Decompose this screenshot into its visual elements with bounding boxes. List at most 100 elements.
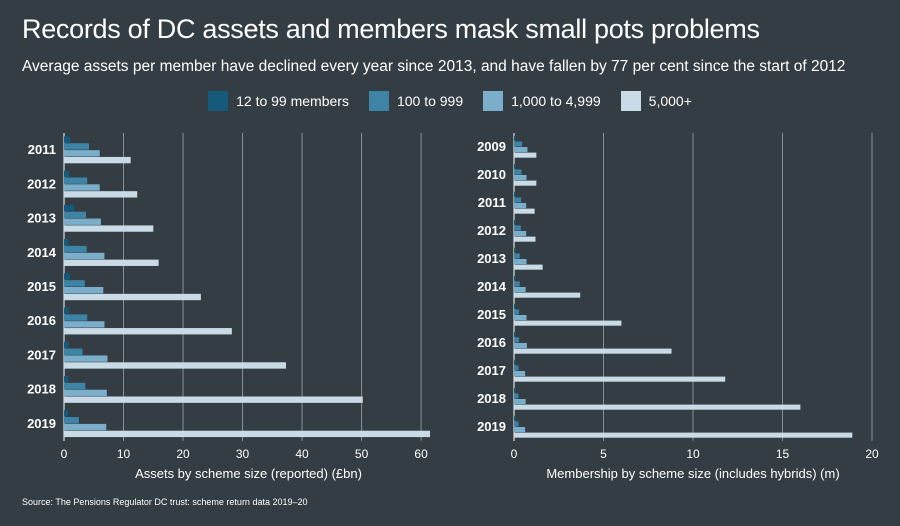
bar-assets-2017-s3 (64, 362, 286, 369)
bar-members-2017-s0 (514, 359, 516, 365)
bar-assets-2012-s1 (64, 177, 88, 184)
category-label: 2018 (27, 382, 56, 397)
bar-members-2013-s1 (514, 253, 520, 259)
category-label: 2017 (477, 363, 506, 378)
category-label: 2010 (477, 167, 506, 182)
x-axis-label: Membership by scheme size (includes hybr… (546, 466, 839, 481)
bar-assets-2018-s1 (64, 382, 86, 390)
category-label: 2012 (477, 223, 506, 238)
bar-assets-2014-s0 (64, 239, 69, 246)
bar-members-2012-s2 (514, 231, 527, 237)
bar-members-2009-s2 (514, 147, 528, 153)
bar-members-2010-s3 (514, 180, 537, 186)
bar-members-2013-s3 (514, 264, 543, 270)
legend-swatch (483, 91, 504, 111)
bar-assets-2018-s3 (64, 396, 363, 403)
chart-subtitle: Average assets per member have declined … (22, 58, 846, 75)
bar-members-2012-s0 (514, 219, 516, 225)
bar-assets-2013-s1 (64, 211, 87, 219)
category-label: 2011 (28, 142, 56, 157)
bar-assets-2016-s0 (64, 307, 69, 314)
legend-item-12-99: 12 to 99 members (208, 91, 349, 111)
category-label: 2011 (478, 195, 506, 210)
category-label: 2016 (27, 313, 56, 328)
x-tick-label: 60 (414, 447, 428, 461)
bar-assets-2011-s1 (64, 143, 89, 150)
x-tick-label: 0 (61, 447, 68, 461)
category-label: 2015 (27, 279, 56, 294)
bar-members-2015-s3 (514, 320, 622, 326)
bar-assets-2012-s0 (64, 170, 70, 177)
bar-members-2011-s1 (514, 197, 522, 203)
bar-assets-2011-s3 (64, 156, 131, 164)
bar-members-2009-s1 (514, 141, 523, 147)
bar-members-2019-s3 (514, 432, 853, 438)
legend-label: 5,000+ (648, 93, 692, 109)
bar-assets-2014-s1 (64, 245, 87, 253)
bar-members-2010-s0 (514, 163, 516, 169)
bar-members-2009-s3 (514, 152, 537, 158)
x-tick-label: 10 (117, 447, 131, 461)
bar-members-2012-s1 (514, 225, 521, 231)
bar-assets-2018-s2 (64, 389, 107, 397)
legend-swatch (620, 91, 641, 111)
x-axis-label: Assets by scheme size (reported) (£bn) (135, 466, 362, 481)
category-label: 2012 (27, 176, 56, 191)
x-tick-label: 40 (295, 447, 309, 461)
category-label: 2013 (27, 211, 56, 226)
bar-members-2015-s0 (514, 303, 516, 309)
bar-members-2018-s0 (514, 387, 516, 393)
bar-members-2011-s3 (514, 208, 535, 214)
bar-members-2018-s2 (514, 399, 526, 405)
bar-members-2014-s2 (514, 287, 526, 293)
x-tick-label: 15 (776, 447, 790, 461)
x-tick-label: 30 (236, 447, 250, 461)
bar-members-2018-s1 (514, 393, 519, 399)
bar-members-2016-s1 (514, 337, 520, 343)
category-label: 2014 (27, 245, 57, 260)
bar-assets-2017-s1 (64, 348, 83, 355)
x-tick-label: 0 (511, 447, 518, 461)
category-label: 2017 (27, 347, 56, 362)
bar-assets-2015-s0 (64, 273, 70, 280)
x-tick-label: 20 (865, 447, 879, 461)
bar-assets-2017-s0 (64, 341, 69, 349)
bar-assets-2013-s2 (64, 218, 101, 225)
legend-item-1000-4999: 1,000 to 4,999 (483, 91, 601, 111)
bar-members-2010-s1 (514, 169, 522, 175)
bar-assets-2019-s3 (64, 430, 431, 438)
bar-members-2015-s1 (514, 309, 520, 315)
bar-members-2019-s1 (514, 421, 519, 427)
bar-members-2010-s2 (514, 175, 527, 181)
x-tick-label: 5 (600, 447, 607, 461)
bar-members-2014-s0 (514, 275, 516, 281)
bar-assets-2017-s2 (64, 355, 108, 362)
bar-members-2017-s2 (514, 371, 526, 377)
legend-label: 1,000 to 4,999 (511, 93, 601, 109)
legend-item-100-999: 100 to 999 (368, 91, 464, 111)
bar-members-2017-s1 (514, 365, 519, 371)
bar-assets-2012-s3 (64, 191, 138, 198)
bar-assets-2018-s0 (64, 375, 69, 383)
bar-members-2014-s1 (514, 281, 520, 287)
x-tick-label: 20 (176, 447, 190, 461)
bar-members-2018-s3 (514, 404, 801, 410)
bar-members-2011-s0 (514, 191, 516, 197)
bar-assets-2016-s1 (64, 314, 88, 321)
x-tick-label: 50 (355, 447, 369, 461)
bar-assets-2013-s0 (64, 204, 75, 212)
category-label: 2019 (477, 419, 506, 434)
bar-assets-2012-s2 (64, 184, 100, 191)
legend-label: 100 to 999 (396, 93, 464, 109)
bar-assets-2015-s1 (64, 280, 85, 287)
bar-members-2017-s3 (514, 376, 726, 382)
category-label: 2015 (477, 307, 506, 322)
bar-members-2013-s2 (514, 259, 527, 265)
category-label: 2009 (477, 139, 506, 154)
chart-title: Records of DC assets and members mask sm… (22, 14, 760, 44)
bar-members-2016-s0 (514, 331, 516, 337)
bar-assets-2014-s3 (64, 259, 159, 266)
category-label: 2016 (477, 335, 506, 350)
legend-swatch (368, 91, 389, 111)
